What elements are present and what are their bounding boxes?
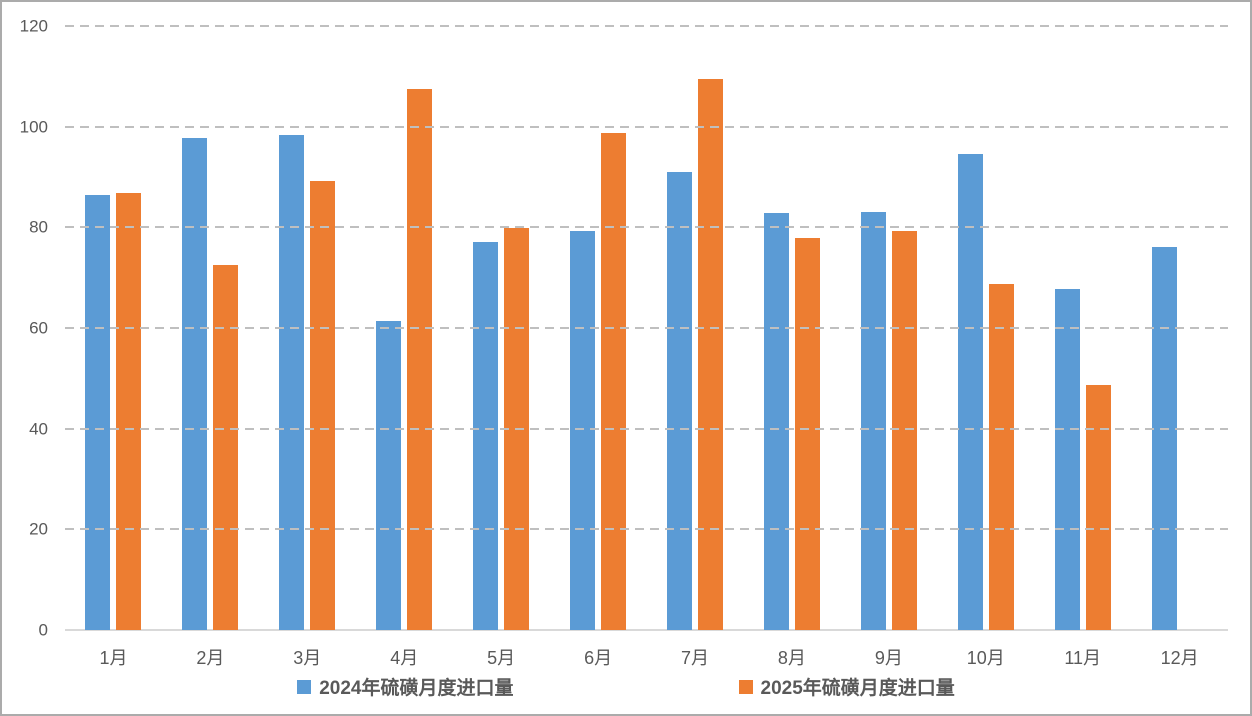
- bar-2025-10月: [988, 284, 1014, 630]
- legend-swatch-2025: [738, 679, 753, 694]
- legend-swatch-2024: [297, 679, 312, 694]
- gridline: [65, 327, 1228, 329]
- bar-group-7月: [647, 26, 744, 630]
- x-tick-label: 11月: [1064, 648, 1102, 668]
- legend-label-2024: 2024年硫磺月度进口量: [319, 678, 514, 699]
- plot-area: [65, 25, 1228, 631]
- legend-label-2025: 2025年硫磺月度进口量: [760, 678, 955, 699]
- bar-2024-4月: [376, 320, 402, 630]
- bar-2025-4月: [407, 89, 433, 630]
- bar-2025-1月: [116, 192, 142, 630]
- x-axis: 1月 2月 3月 4月 5月 6月 7月 8月 9月 10月 11月 12月: [65, 644, 1228, 670]
- y-tick-label: 20: [29, 519, 48, 539]
- gridline: [65, 125, 1228, 128]
- gridline: [65, 226, 1228, 229]
- bar-2025-9月: [891, 231, 917, 630]
- bar-2025-6月: [601, 132, 627, 630]
- x-tick-label: 7月: [680, 648, 709, 668]
- bar-2024-12月: [1151, 246, 1177, 630]
- bar-2024-2月: [182, 137, 208, 630]
- legend-item-2025: 2025年硫磺月度进口量: [738, 673, 955, 700]
- bar-group-8月: [743, 26, 840, 630]
- bar-group-3月: [259, 26, 356, 630]
- y-tick-label: 40: [29, 419, 48, 439]
- bar-2024-3月: [279, 135, 305, 630]
- y-tick-label: 120: [19, 16, 48, 36]
- y-tick-label: 100: [19, 117, 48, 137]
- bar-2025-11月: [1085, 384, 1111, 630]
- y-tick-label: 0: [38, 620, 48, 640]
- bar-2024-1月: [85, 194, 111, 630]
- gridline: [65, 25, 1228, 27]
- bar-group-6月: [550, 26, 647, 630]
- x-tick-label: 1月: [99, 648, 128, 668]
- bar-2024-9月: [860, 211, 886, 630]
- x-tick-label: 10月: [966, 648, 1005, 668]
- x-tick-label: 5月: [487, 648, 516, 668]
- bar-group-9月: [840, 26, 937, 630]
- y-tick-label: 60: [29, 318, 48, 338]
- x-tick-label: 2月: [196, 648, 225, 668]
- bar-groups: [65, 26, 1228, 630]
- bar-group-10月: [937, 26, 1034, 630]
- bar-group-2月: [162, 26, 259, 630]
- x-tick-label: 4月: [390, 648, 419, 668]
- bar-2024-7月: [666, 172, 692, 630]
- x-tick-label: 9月: [874, 648, 903, 668]
- x-tick-label: 6月: [584, 648, 613, 668]
- legend-item-2024: 2024年硫磺月度进口量: [297, 673, 514, 700]
- bar-2025-7月: [697, 79, 723, 630]
- bar-2024-11月: [1054, 289, 1080, 630]
- y-axis: 0 20 40 60 80 100 120: [2, 18, 48, 639]
- bar-2024-5月: [473, 242, 499, 630]
- legend: 2024年硫磺月度进口量 2025年硫磺月度进口量: [2, 673, 1250, 700]
- bar-group-1月: [65, 26, 162, 630]
- bar-group-4月: [356, 26, 453, 630]
- bar-2024-8月: [763, 212, 789, 630]
- gridline: [65, 528, 1228, 531]
- bar-2025-8月: [794, 237, 820, 630]
- x-tick-label: 12月: [1160, 648, 1199, 668]
- bar-group-12月: [1131, 26, 1228, 630]
- bar-2025-3月: [310, 180, 336, 630]
- gridline: [65, 427, 1228, 430]
- bar-group-11月: [1034, 26, 1131, 630]
- bar-2024-10月: [957, 154, 983, 630]
- x-axis-baseline: [65, 629, 1228, 631]
- bar-2025-2月: [213, 265, 239, 630]
- x-tick-label: 3月: [293, 648, 322, 668]
- x-tick-label: 8月: [777, 648, 806, 668]
- bar-2024-6月: [570, 231, 596, 630]
- y-tick-label: 80: [29, 217, 48, 237]
